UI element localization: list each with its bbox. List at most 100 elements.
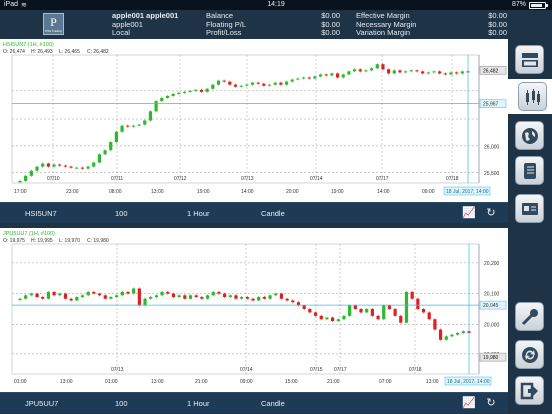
candle-body xyxy=(336,319,340,321)
refresh-chart-icon[interactable]: ↻ xyxy=(486,397,496,409)
key-icon xyxy=(521,309,538,326)
chart-header-title: HSI5UN7 (1H, #100) xyxy=(3,42,54,48)
hsi-chart-panel[interactable]: HSI5UN7 (1H, #100) O: 26,474 H: 26,493 L: 2… xyxy=(0,39,508,202)
candle-body xyxy=(24,175,28,181)
key-button[interactable] xyxy=(515,302,544,331)
candle-body xyxy=(24,295,28,299)
hsi-candlestick-chart[interactable]: HSI5UN7 (1H, #100)O: 26,474 H: 26,493 L: 2… xyxy=(0,39,508,202)
candle-body xyxy=(330,73,334,76)
jpu-symbol-label[interactable]: JPU5UU7 xyxy=(25,399,59,408)
jpu-chart-panel[interactable]: JPU5UU7 (1H, #100) O: 19,975 H: 19,995 L: 1… xyxy=(0,228,508,392)
x-tick-label: 08:00 xyxy=(109,189,122,195)
candle-body xyxy=(177,92,181,94)
candle-body xyxy=(443,73,447,75)
refresh-button[interactable] xyxy=(515,340,544,369)
date-label: 07/11 xyxy=(111,176,123,182)
candle-body xyxy=(149,297,153,299)
date-label: 07/18 xyxy=(409,367,422,373)
candle-body xyxy=(63,293,68,299)
candle-body xyxy=(404,71,408,73)
candle-body xyxy=(460,71,464,74)
last-price-label: 26,482 xyxy=(483,68,499,74)
candle-body xyxy=(18,298,22,301)
candle-body xyxy=(279,293,284,299)
candle-body xyxy=(284,81,289,85)
candle-body xyxy=(381,64,385,70)
candle-body xyxy=(69,166,73,168)
candle-body xyxy=(216,80,221,85)
candle-body xyxy=(455,72,459,74)
indicator-chart-icon[interactable]: 📈 xyxy=(462,397,476,409)
candle-body xyxy=(409,70,413,72)
indicator-button[interactable] xyxy=(518,82,547,111)
candle-body xyxy=(335,73,340,78)
x-tick-label: 13:00 xyxy=(426,379,439,385)
candle-body xyxy=(200,297,204,299)
candle-body xyxy=(387,305,392,309)
candle-body xyxy=(382,305,386,320)
candle-body xyxy=(399,315,403,323)
jpu-quantity-label[interactable]: 100 xyxy=(115,399,128,408)
candle-body xyxy=(318,74,323,77)
candle-body xyxy=(365,309,369,313)
jpu-chart-style-label[interactable]: Candle xyxy=(261,399,285,408)
candle-body xyxy=(171,293,176,298)
x-tick-label: 13:00 xyxy=(60,379,73,385)
candle-body xyxy=(188,295,193,299)
candle-body xyxy=(165,95,170,99)
last-price-box xyxy=(479,66,507,75)
clock: 14:19 xyxy=(267,1,285,8)
date-label: 07/18 xyxy=(446,176,459,182)
candle-body xyxy=(109,142,113,151)
layout-chart-button[interactable] xyxy=(515,45,544,74)
candle-body xyxy=(115,295,119,298)
candle-body xyxy=(347,71,351,75)
hsi-quantity-label[interactable]: 100 xyxy=(115,209,128,218)
candle-body xyxy=(41,163,45,167)
jpu-timeframe-label[interactable]: 1 Hour xyxy=(187,399,210,408)
hsi-chart-style-label[interactable]: Candle xyxy=(261,209,285,218)
notebook-icon xyxy=(524,163,536,179)
candle-body xyxy=(132,288,136,294)
ohlc-h-value: H: 19,995 xyxy=(31,238,53,244)
account-card-button[interactable] xyxy=(515,194,544,223)
candle-body xyxy=(438,71,442,74)
candle-body xyxy=(223,293,227,298)
candle-body xyxy=(75,167,79,169)
x-tick-label: 20:00 xyxy=(286,189,299,195)
candle-body xyxy=(352,69,357,72)
candle-body xyxy=(194,89,198,91)
hsi-timeframe-label[interactable]: 1 Hour xyxy=(187,209,210,218)
hsi-symbol-label[interactable]: HSI5UN7 xyxy=(25,209,57,218)
x-tick-label: 23:00 xyxy=(66,189,79,195)
candle-body xyxy=(234,295,238,299)
candle-body xyxy=(444,336,448,340)
candle-body xyxy=(109,297,113,299)
right-metric-labels: Effective Margin Necessary Margin Variat… xyxy=(356,11,416,38)
effective-margin-value: $0.00 xyxy=(488,11,507,20)
candle-body xyxy=(364,70,368,72)
globe-button[interactable] xyxy=(515,121,544,150)
logout-button[interactable] xyxy=(515,376,544,405)
candle-body xyxy=(120,125,124,132)
candle-body xyxy=(52,164,56,167)
candle-body xyxy=(274,293,278,296)
candle-body xyxy=(370,309,374,316)
candle-body xyxy=(456,332,460,335)
candle-body xyxy=(404,291,409,323)
crosshair-time-label: 18 Jul, 2017, 14:00 xyxy=(446,189,489,195)
jpu-candlestick-chart[interactable]: JPU5UU7 (1H, #100)O: 19,975 H: 19,995 L: 1… xyxy=(0,228,508,392)
refresh-chart-icon[interactable]: ↻ xyxy=(486,207,496,219)
candle-body xyxy=(211,291,215,296)
balance-label: Balance xyxy=(206,11,234,20)
candle-body xyxy=(228,81,232,85)
x-tick-label: 21:00 xyxy=(327,379,340,385)
profit-loss-value: $0.00 xyxy=(321,28,340,37)
notebook-button[interactable] xyxy=(515,156,544,185)
ohlc-c-value: C: 26,482 xyxy=(87,49,109,55)
candle-body xyxy=(80,167,84,169)
indicator-chart-icon[interactable]: 📈 xyxy=(462,207,476,219)
y-tick-label: 20,100 xyxy=(484,291,500,297)
candle-body xyxy=(438,329,443,340)
account-type: Local xyxy=(112,28,130,37)
